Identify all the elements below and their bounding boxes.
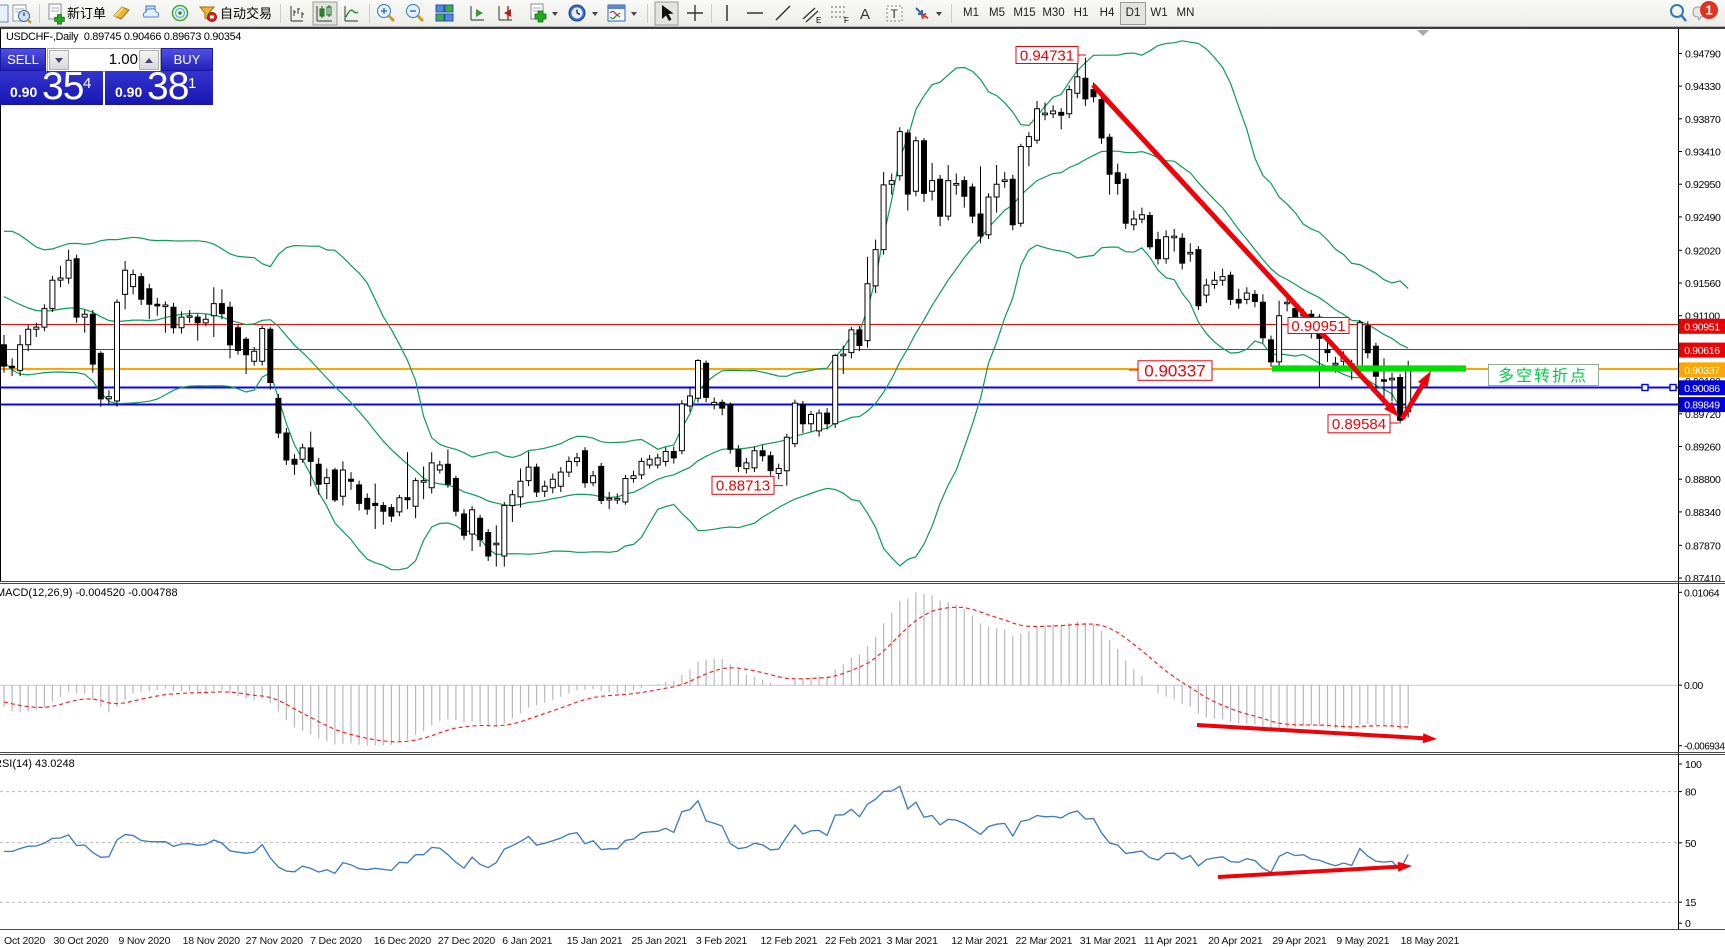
svg-text:多空转折点: 多空转折点	[1498, 367, 1588, 385]
svg-text:A: A	[860, 6, 870, 23]
svg-text:18 Nov 2020: 18 Nov 2020	[183, 935, 241, 947]
svg-text:12 Feb 2021: 12 Feb 2021	[761, 935, 818, 947]
svg-text:15 Jan 2021: 15 Jan 2021	[567, 935, 623, 947]
svg-text:Oct 2020: Oct 2020	[4, 935, 45, 947]
svg-text:新订单: 新订单	[67, 6, 106, 21]
svg-text:1: 1	[1705, 3, 1712, 18]
svg-text:0.91560: 0.91560	[1685, 278, 1721, 290]
svg-text:3 Feb 2021: 3 Feb 2021	[696, 935, 747, 947]
svg-text:30 Oct 2020: 30 Oct 2020	[54, 935, 109, 947]
svg-text:0.92950: 0.92950	[1685, 179, 1721, 191]
svg-text:0.88713: 0.88713	[716, 478, 770, 495]
svg-text:0: 0	[1685, 918, 1691, 930]
svg-text:0.89584: 0.89584	[1332, 416, 1386, 433]
svg-text:RSI(14) 43.0248: RSI(14) 43.0248	[0, 758, 75, 770]
svg-text:0.90951: 0.90951	[1291, 318, 1345, 335]
svg-text:0.90086: 0.90086	[1684, 383, 1720, 395]
svg-text:25 Jan 2021: 25 Jan 2021	[631, 935, 687, 947]
svg-text:16 Dec 2020: 16 Dec 2020	[374, 935, 432, 947]
svg-text:22 Feb 2021: 22 Feb 2021	[825, 935, 882, 947]
svg-text:0.00: 0.00	[1684, 680, 1703, 692]
svg-text:27 Nov 2020: 27 Nov 2020	[246, 935, 304, 947]
svg-text:0.92490: 0.92490	[1685, 212, 1721, 224]
svg-text:0.01064: 0.01064	[1684, 587, 1720, 599]
svg-text:0.93870: 0.93870	[1685, 114, 1721, 126]
svg-text:100: 100	[1685, 759, 1702, 771]
svg-text:0.94731: 0.94731	[1020, 47, 1074, 64]
svg-text:3 Mar 2021: 3 Mar 2021	[887, 935, 938, 947]
svg-text:0.87870: 0.87870	[1685, 540, 1721, 552]
svg-text:0.88800: 0.88800	[1685, 474, 1721, 486]
svg-text:6 Jan 2021: 6 Jan 2021	[502, 935, 552, 947]
svg-text:0.89260: 0.89260	[1685, 442, 1721, 454]
svg-text:E: E	[816, 16, 821, 25]
svg-text:29 Apr 2021: 29 Apr 2021	[1272, 935, 1327, 947]
svg-text:7 Dec 2020: 7 Dec 2020	[310, 935, 362, 947]
svg-text:MACD(12,26,9) -0.004520 -0.004: MACD(12,26,9) -0.004520 -0.004788	[0, 587, 178, 599]
svg-text:0.90337: 0.90337	[1684, 365, 1720, 377]
svg-text:18 May 2021: 18 May 2021	[1401, 935, 1460, 947]
svg-text:USDCHF-,Daily 0.89745 0.90466: USDCHF-,Daily 0.89745 0.90466 0.89673 0.…	[6, 31, 241, 43]
svg-text:自动交易: 自动交易	[220, 6, 272, 21]
svg-text:12 Mar 2021: 12 Mar 2021	[951, 935, 1008, 947]
svg-text:F: F	[844, 16, 849, 25]
svg-text:0.90616: 0.90616	[1684, 345, 1720, 357]
svg-text:9 May 2021: 9 May 2021	[1336, 935, 1389, 947]
svg-text:0.90951: 0.90951	[1684, 321, 1720, 333]
svg-text:27 Dec 2020: 27 Dec 2020	[438, 935, 496, 947]
svg-text:11 Apr 2021: 11 Apr 2021	[1144, 935, 1198, 947]
svg-text:0.94330: 0.94330	[1685, 81, 1721, 93]
svg-text:0.93410: 0.93410	[1685, 147, 1721, 159]
svg-text:0.92020: 0.92020	[1685, 245, 1721, 257]
svg-text:T: T	[891, 7, 899, 21]
svg-text:0.89849: 0.89849	[1684, 400, 1720, 412]
svg-text:15: 15	[1685, 897, 1696, 909]
svg-text:50: 50	[1685, 838, 1696, 850]
svg-text:-0.006934: -0.006934	[1684, 742, 1725, 753]
svg-text:0.90337: 0.90337	[1144, 362, 1205, 381]
svg-text:0.94790: 0.94790	[1685, 48, 1721, 60]
svg-text:80: 80	[1685, 787, 1696, 799]
svg-text:0.88340: 0.88340	[1685, 507, 1721, 519]
svg-text:22 Mar 2021: 22 Mar 2021	[1016, 935, 1073, 947]
svg-text:20 Apr 2021: 20 Apr 2021	[1208, 935, 1263, 947]
svg-text:31 Mar 2021: 31 Mar 2021	[1080, 935, 1137, 947]
svg-text:9 Nov 2020: 9 Nov 2020	[119, 935, 171, 947]
